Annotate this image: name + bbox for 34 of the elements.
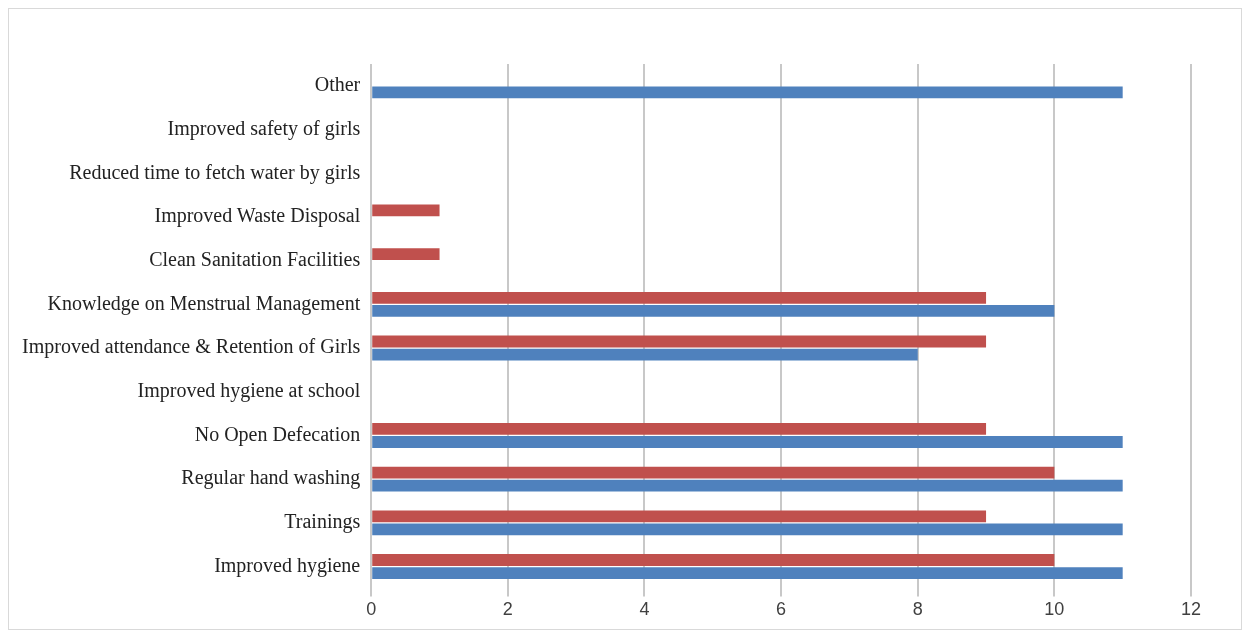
y-tick-label: Improved Waste Disposal (154, 204, 361, 228)
bar (372, 291, 987, 304)
x-tick-label: 8 (912, 599, 923, 620)
bar (372, 204, 440, 217)
bar (372, 554, 1055, 566)
y-tick-label: No Open Defecation (194, 422, 361, 446)
y-tick-label: Other (314, 73, 361, 96)
x-tick-label: 10 (1044, 599, 1065, 620)
bar (372, 335, 987, 348)
y-tick-label: Improved safety of girls (167, 116, 361, 140)
x-tick-label: 12 (1180, 599, 1202, 620)
bar (372, 305, 1055, 317)
x-tick-label: 0 (366, 599, 377, 620)
y-tick-label: Regular hand washing (181, 466, 361, 490)
x-tick-label: 6 (776, 599, 787, 620)
bar (372, 86, 1123, 99)
bar (372, 436, 1123, 448)
bar (372, 510, 987, 523)
y-tick-label: Clean Sanitation Facilities (149, 247, 361, 270)
y-tick-label: Improved hygiene (214, 553, 361, 577)
bar (372, 523, 1123, 536)
y-tick-label: Improved attendance & Retention of Girls (22, 335, 361, 359)
bar (372, 423, 987, 435)
x-tick-label: 4 (639, 599, 650, 620)
bar (372, 466, 1055, 479)
bar (372, 348, 918, 361)
bar (372, 567, 1123, 579)
y-tick-label: Improved hygiene at school (137, 379, 361, 402)
bar (372, 248, 440, 260)
y-tick-label: Knowledge on Menstrual Management (47, 291, 361, 315)
y-tick-label: Reduced time to fetch water by girls (69, 160, 361, 184)
x-tick-label: 2 (502, 599, 513, 620)
y-tick-label: Trainings (284, 510, 361, 534)
bar (372, 479, 1123, 492)
